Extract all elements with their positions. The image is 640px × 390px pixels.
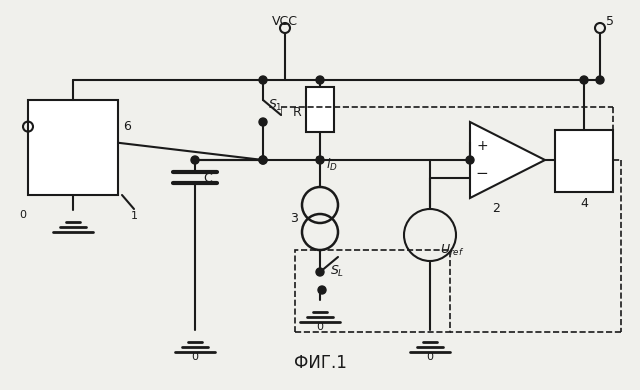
Circle shape <box>318 286 326 294</box>
FancyBboxPatch shape <box>28 100 118 195</box>
Circle shape <box>191 156 199 164</box>
Text: VCC: VCC <box>272 15 298 28</box>
Circle shape <box>259 118 267 126</box>
Circle shape <box>316 268 324 276</box>
Text: $S_1$: $S_1$ <box>268 98 283 113</box>
Circle shape <box>466 156 474 164</box>
Text: 6: 6 <box>123 120 131 133</box>
Text: −: − <box>476 167 488 181</box>
Text: 3: 3 <box>290 213 298 225</box>
Circle shape <box>316 156 324 164</box>
Text: 0: 0 <box>19 210 26 220</box>
Circle shape <box>596 76 604 84</box>
Circle shape <box>316 76 324 84</box>
Text: $U_{ref}$: $U_{ref}$ <box>440 243 464 258</box>
Text: $i_D$: $i_D$ <box>326 157 338 173</box>
Circle shape <box>259 76 267 84</box>
Text: C: C <box>203 172 212 184</box>
Polygon shape <box>470 122 545 198</box>
Text: 1: 1 <box>131 211 138 221</box>
Text: 0: 0 <box>317 322 323 332</box>
Circle shape <box>259 156 267 164</box>
Circle shape <box>259 156 267 164</box>
Text: 0: 0 <box>191 352 198 362</box>
FancyBboxPatch shape <box>555 130 613 192</box>
Text: R: R <box>293 106 302 119</box>
FancyBboxPatch shape <box>306 87 334 132</box>
Text: 0: 0 <box>426 352 433 362</box>
Text: 2: 2 <box>492 202 500 215</box>
Text: ФИГ.1: ФИГ.1 <box>294 354 346 372</box>
Text: 5: 5 <box>606 15 614 28</box>
Circle shape <box>580 76 588 84</box>
Text: +: + <box>476 139 488 153</box>
Text: $S_L$: $S_L$ <box>330 264 344 279</box>
Text: 4: 4 <box>580 197 588 210</box>
